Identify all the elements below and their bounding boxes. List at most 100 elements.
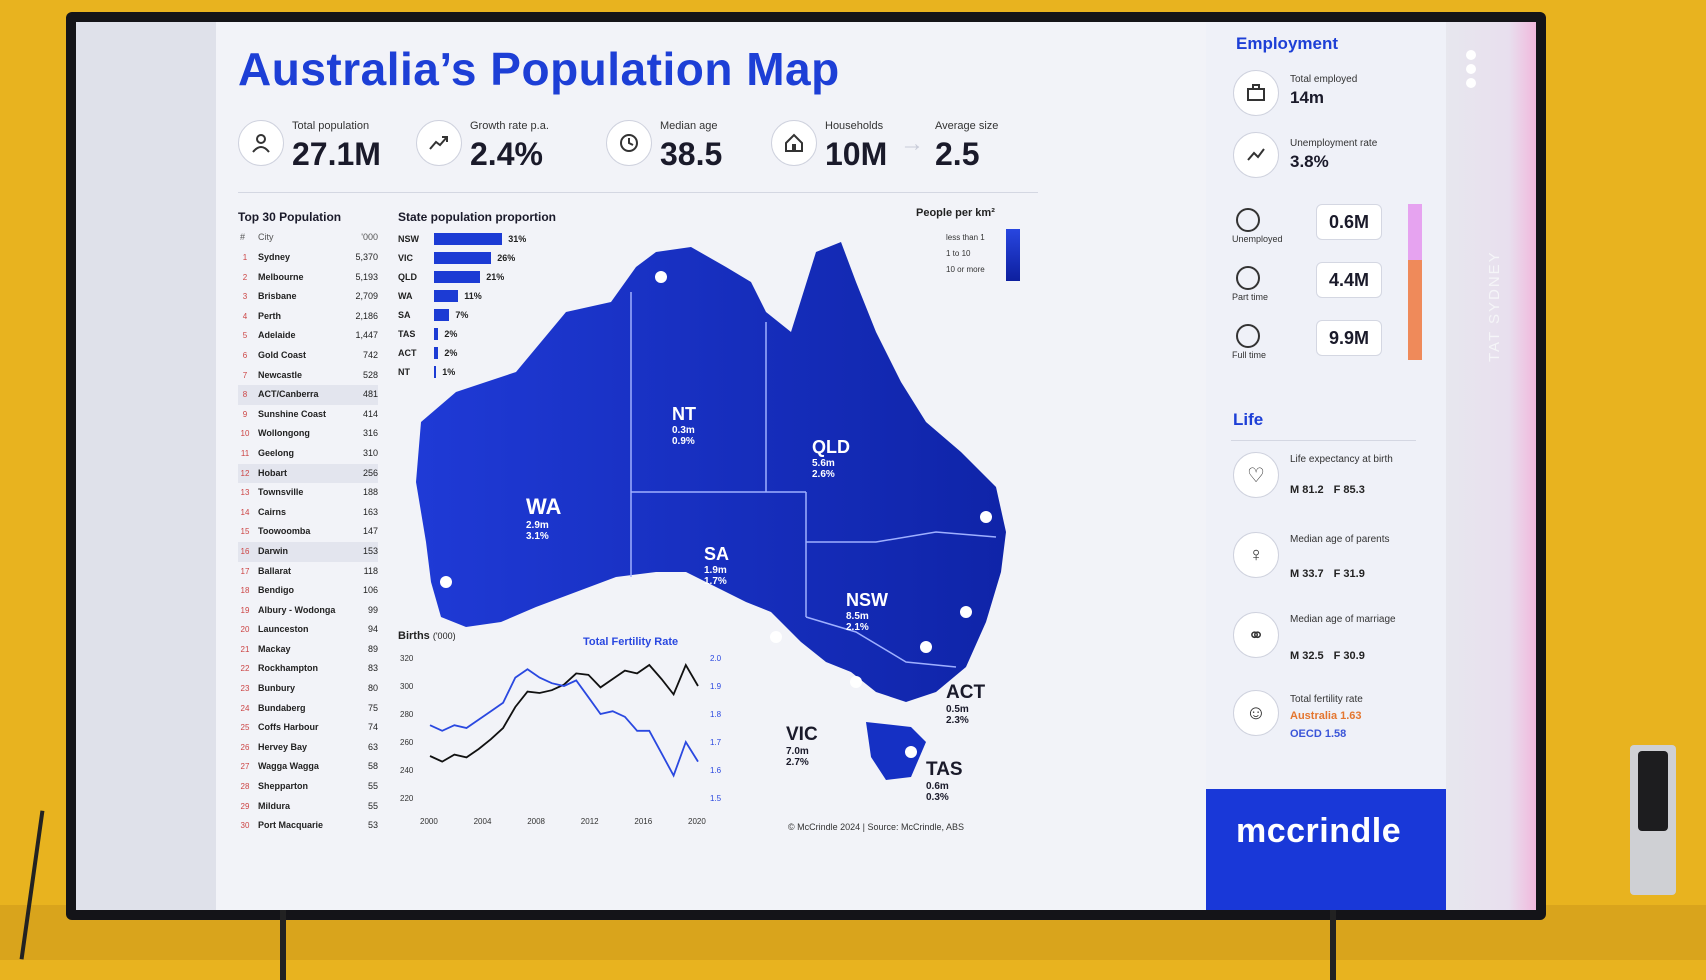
city-rank: 20 <box>240 625 250 635</box>
city-pop: 5,370 <box>355 252 378 262</box>
city-name: Port Macquarie <box>258 820 324 831</box>
city-name: Mackay <box>258 643 291 654</box>
state-name: QLD <box>812 437 850 457</box>
list-item: 16 Darwin 153 <box>238 541 378 562</box>
city-pop: 742 <box>362 349 378 360</box>
fertility-australia: Australia 1.63 <box>1290 710 1362 722</box>
list-item: 20 Launceston 94 <box>238 620 378 640</box>
top30-title: Top 30 Population <box>238 210 342 224</box>
list-item: 22 Rockhampton 83 <box>238 659 378 679</box>
city-rank: 19 <box>240 605 250 615</box>
city-name: Launceston <box>258 624 309 635</box>
city-pop: 63 <box>367 741 378 752</box>
state-proportion-title: State population proportion <box>398 210 556 224</box>
fertility-tick-label: 1.7 <box>710 738 722 747</box>
state-growth: 3.1% <box>526 531 549 542</box>
wall-sensor-device <box>1630 745 1676 895</box>
state-pop: 8.5m <box>846 611 869 622</box>
state-name: TAS <box>926 759 963 780</box>
city-rank: 12 <box>240 468 250 478</box>
unemployed-ring-icon <box>1236 208 1260 232</box>
person-icon <box>238 120 284 166</box>
city-pop: 147 <box>362 526 378 537</box>
city-name: Sunshine Coast <box>258 408 327 419</box>
footer-credit: © McCrindle 2024 | Source: McCrindle, AB… <box>788 822 965 832</box>
stat-label: Households <box>825 120 884 132</box>
year-tick-label: 2004 <box>474 817 492 826</box>
state-name: NT <box>398 367 410 377</box>
fertility-line <box>429 668 699 778</box>
city-pop: 163 <box>362 506 378 517</box>
city-rank: 6 <box>242 350 248 360</box>
list-item: 8 ACT/Canberra 481 <box>238 385 378 405</box>
city-name: ACT/Canberra <box>258 389 319 400</box>
state-label-wa: WA 2.9m 3.1% <box>526 494 561 542</box>
marriage-age-label: Median age of marriage <box>1290 614 1396 625</box>
births-unit: ('000) <box>432 631 456 641</box>
city-rank: 2 <box>242 272 248 282</box>
list-item: 23 Bunbury 80 <box>238 679 378 699</box>
panel-divider <box>1231 440 1416 441</box>
list-item: 24 Bundaberg 75 <box>238 699 378 719</box>
pregnant-icon: ♀ <box>1233 532 1279 578</box>
state-pop: 0.5m <box>946 704 969 715</box>
marriage-age-values: M 32.5 F 30.9 <box>1290 650 1375 662</box>
city-pop: 5,193 <box>355 271 378 282</box>
state-pop: 0.3m <box>672 425 695 436</box>
list-item: 1 Sydney 5,370 <box>238 248 378 268</box>
city-rank: 26 <box>240 742 250 752</box>
rings-icon: ⚭ <box>1233 612 1279 658</box>
employed-bar <box>1408 260 1422 360</box>
list-item: 28 Shepparton 55 <box>238 777 378 797</box>
part-time-label: Part time <box>1232 292 1269 302</box>
left-margin <box>76 22 216 910</box>
city-name: Bunbury <box>258 683 295 694</box>
female-value: F 31.9 <box>1333 568 1365 580</box>
city-name: Hobart <box>258 467 287 478</box>
list-item: 27 Wagga Wagga 58 <box>238 757 378 777</box>
briefcase-icon <box>1233 70 1279 116</box>
divider <box>238 192 1038 193</box>
city-name: Shepparton <box>258 781 309 792</box>
fertility-oecd: OECD 1.58 <box>1290 728 1347 740</box>
city-rank: 24 <box>240 703 250 713</box>
city-rank: 21 <box>240 644 250 654</box>
parents-age-values: M 33.7 F 31.9 <box>1290 568 1375 580</box>
life-title: Life <box>1233 410 1264 429</box>
city-pop: 55 <box>367 800 378 811</box>
stat-value: 38.5 <box>660 136 723 172</box>
stat-label: Average size <box>935 120 999 132</box>
tasmania-shape <box>866 722 926 780</box>
city-name: Sydney <box>258 252 291 262</box>
state-name: NSW <box>398 234 419 244</box>
density-level: less than 1 <box>946 233 985 242</box>
births-title: Births <box>398 630 430 642</box>
city-name: Cairns <box>258 506 287 517</box>
list-item: 7 Newcastle 528 <box>238 366 378 386</box>
state-bar <box>434 366 437 378</box>
city-pop: 94 <box>367 624 378 635</box>
state-label-vic: VIC 7.0m 2.7% <box>786 724 818 768</box>
fertility-tick-label: 2.0 <box>710 654 722 663</box>
unemployed-value: 0.6M <box>1316 204 1382 240</box>
births-axis-title: Births ('000) <box>398 630 456 642</box>
page-title: Australia’s Population Map <box>238 43 840 95</box>
births-fertility-chart: 320 300 280 260 240 220 2.0 1.9 1.8 1.7 1.6 1.5 2000… <box>400 654 722 826</box>
city-pop: 83 <box>367 663 378 674</box>
unemployed-bar <box>1408 204 1422 260</box>
list-item: 11 Geelong 310 <box>238 444 378 464</box>
fertility-rate-label: Total fertility rate <box>1290 694 1363 705</box>
trend-up-icon <box>416 120 462 166</box>
list-item: 13 Townsville 188 <box>238 483 378 503</box>
state-percent: 26% <box>497 253 516 263</box>
city-pop: 2,709 <box>355 291 378 302</box>
stat-label: Growth rate p.a. <box>470 120 549 132</box>
full-time-value: 9.9M <box>1316 320 1382 356</box>
part-time-value: 4.4M <box>1316 262 1382 298</box>
city-rank: 3 <box>242 292 248 302</box>
unemployed-label: Unemployed <box>1232 234 1283 244</box>
tv-stand-leg <box>1330 900 1336 980</box>
list-item: 9 Sunshine Coast 414 <box>238 405 378 425</box>
city-pop: 106 <box>362 585 378 596</box>
city-name: Albury - Wodonga <box>258 604 336 615</box>
